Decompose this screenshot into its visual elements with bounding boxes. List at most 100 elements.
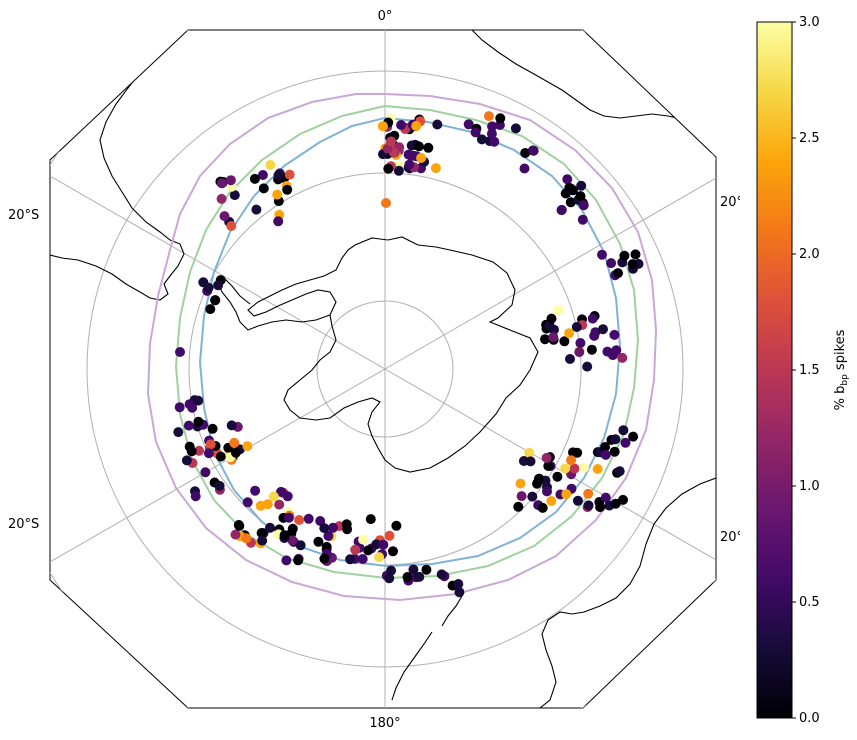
scatter-point — [553, 305, 564, 316]
scatter-point — [533, 474, 544, 484]
scatter-point — [357, 554, 368, 564]
scatter-point — [548, 332, 559, 343]
scatter-point — [564, 328, 575, 339]
scatter-point — [577, 214, 588, 225]
scatter-point — [328, 522, 338, 533]
scatter-point — [234, 520, 245, 531]
scatter-point — [546, 313, 557, 324]
scatter-point — [216, 193, 227, 204]
scatter-point — [574, 347, 585, 358]
scatter-point — [453, 579, 464, 589]
scatter-point — [203, 448, 214, 459]
scatter-point — [193, 395, 204, 406]
label-left-lower: 20°S — [8, 517, 39, 532]
scatter-point — [578, 200, 589, 211]
map-frame — [49, 29, 717, 709]
scatter-point — [383, 163, 394, 174]
scatter-point — [575, 191, 586, 202]
colorbar-label: % bbp spikes — [833, 329, 850, 410]
scatter-point — [381, 198, 391, 208]
scatter-point — [265, 160, 276, 170]
label-left-upper: 20°S — [8, 208, 39, 223]
scatter-point — [365, 514, 376, 525]
scatter-point — [265, 522, 275, 533]
africa-coastline — [471, 30, 716, 127]
scatter-point — [200, 467, 211, 478]
scatter-point — [610, 498, 621, 509]
scatter-point — [249, 173, 260, 184]
scatter-point — [614, 466, 625, 477]
scatter-point — [241, 533, 252, 544]
scatter-point — [516, 491, 527, 502]
scatter-point — [281, 555, 292, 566]
scatter-point — [571, 322, 582, 332]
scatter-point — [323, 531, 334, 541]
scatter-point — [576, 180, 587, 191]
colorbar-tick-label: 2.0 — [799, 247, 820, 262]
scatter-point — [388, 546, 398, 557]
scatter-point — [432, 119, 443, 130]
scatter-point — [393, 165, 404, 176]
scatter-point — [216, 178, 227, 189]
scatter-point — [229, 437, 240, 448]
colorbar: 0.0 0.5 1.0 1.5 2.0 2.5 3.0 % bbp spikes — [756, 15, 850, 726]
scatter-point — [561, 489, 572, 500]
scatter-point — [583, 488, 594, 499]
scatter-point — [565, 354, 575, 364]
scatter-point — [391, 520, 402, 531]
colorbar-ticks: 0.0 0.5 1.0 1.5 2.0 2.5 3.0 — [792, 15, 820, 726]
scatter-point — [268, 491, 279, 502]
scatter-point — [565, 197, 576, 208]
scatter-point — [513, 501, 524, 512]
scatter-point — [213, 280, 224, 291]
scatter-point — [592, 464, 603, 474]
scatter-point — [203, 282, 214, 293]
scatter-point — [515, 478, 526, 489]
scatter-point — [181, 455, 192, 466]
scatter-point — [595, 502, 606, 513]
scatter-point — [627, 259, 638, 270]
antarctica-coastline — [247, 236, 539, 473]
scatter-point — [411, 121, 422, 131]
scatter-point — [219, 211, 230, 222]
scatter-point — [586, 344, 597, 355]
scatter-point — [476, 134, 487, 145]
scatter-point — [404, 159, 415, 170]
scatter-point — [609, 446, 620, 457]
scatter-point — [552, 471, 563, 482]
scatter-point — [207, 423, 218, 434]
scatter-point — [556, 204, 567, 215]
scatter-point — [279, 530, 290, 541]
scatter-point — [319, 553, 330, 564]
scatter-point — [190, 491, 201, 502]
scatter-point — [175, 347, 185, 357]
colorbar-tick-label: 0.0 — [799, 711, 820, 726]
scatter-point — [386, 136, 396, 147]
scatter-point — [620, 437, 631, 448]
scatter-point — [609, 329, 620, 340]
scatter-point — [619, 250, 630, 261]
scatter-point — [562, 174, 573, 185]
scatter-point — [597, 249, 607, 260]
scatter-point — [537, 502, 548, 513]
scatter-point — [374, 552, 385, 563]
scatter-point — [541, 452, 552, 463]
scatter-point — [194, 445, 205, 456]
colorbar-tick-label: 1.5 — [799, 363, 820, 378]
scatter-point — [256, 528, 267, 538]
scatter-point — [560, 463, 571, 474]
scatter-point — [583, 500, 594, 511]
scatter-point — [572, 447, 583, 458]
colorbar-tick-label: 1.0 — [799, 479, 820, 494]
scatter-point — [470, 127, 481, 138]
scatter-point — [575, 338, 586, 348]
scatter-point — [313, 536, 324, 547]
scatter-point — [416, 153, 427, 163]
scatter-point — [174, 402, 185, 413]
scatter-point — [611, 345, 622, 356]
scatter-point — [274, 499, 285, 510]
antarctic-peninsula — [217, 277, 331, 331]
scatter-point — [378, 539, 389, 550]
scatter-point — [600, 449, 611, 460]
scatter-point — [205, 304, 216, 315]
